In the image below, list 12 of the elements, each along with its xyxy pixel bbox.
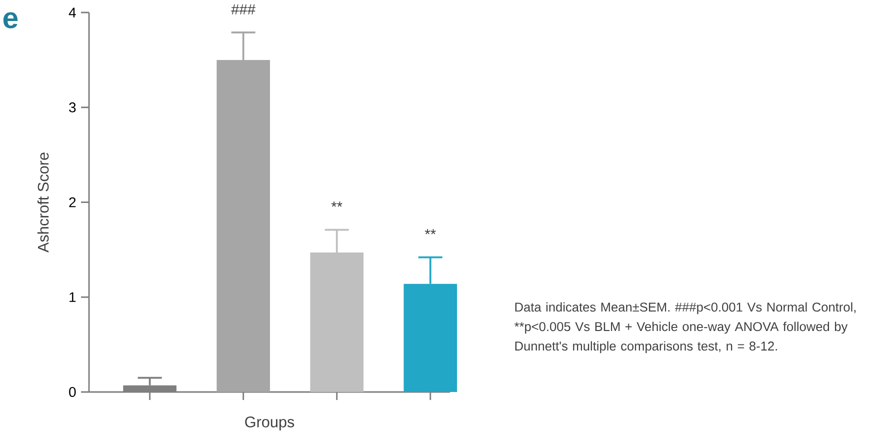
y-axis-title: Ashcroft Score (37, 152, 49, 252)
y-tick-label: 1 (70, 292, 76, 302)
text: Data indicates Mean±SEM. ###p<0.001 Vs Normal Control, **p<0.005 Vs BLM + Vehicle one-way ANOVA followed by Dunnett's multiple comparisons test, n = 8-12. (514, 302, 856, 354)
x-axis-title: Groups (245, 416, 294, 430)
y-tick-label: 0 (69, 387, 76, 397)
y-tick-label: 3 (69, 102, 76, 112)
y-tick-label: 4 (68, 8, 76, 18)
text: e (3, 12, 18, 28)
annotation: ### (231, 4, 256, 14)
y-tick-label: 2 (69, 197, 76, 208)
annotation: ** (331, 202, 342, 207)
annotation: ** (424, 229, 436, 234)
